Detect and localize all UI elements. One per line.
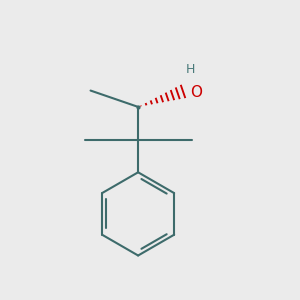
Text: O: O	[190, 85, 202, 100]
Text: H: H	[185, 63, 195, 76]
